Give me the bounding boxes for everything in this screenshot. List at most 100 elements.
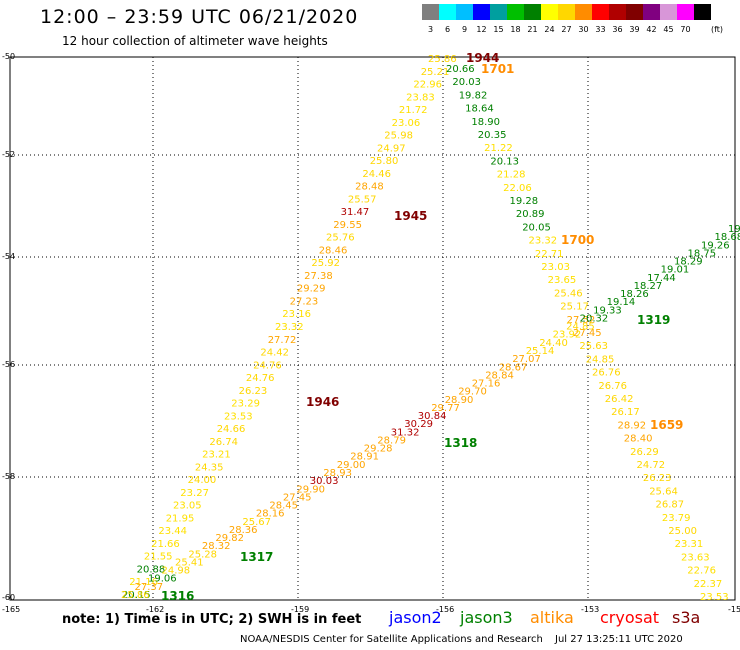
track-value-label: 25.28 — [188, 549, 217, 560]
track-value-label: 23.53 — [700, 592, 729, 603]
track-value-label: 26.17 — [611, 407, 640, 418]
legend-swatch — [422, 4, 439, 20]
legend-swatch — [456, 4, 473, 20]
track-value-label: 20.66 — [446, 64, 475, 75]
longitude-tick-label: -156 — [436, 605, 454, 614]
track-value-label: 27.72 — [268, 335, 297, 346]
legend-swatch — [558, 4, 575, 20]
track-value-label: 19.14 — [607, 297, 636, 308]
legend-label: 45 — [663, 25, 674, 34]
track-value-label: 19.28 — [510, 196, 539, 207]
track-value-label: 19.33 — [593, 305, 622, 316]
track-value-label: 25.63 — [579, 341, 608, 352]
satellite-name-altika: altika — [530, 608, 574, 627]
longitude-tick-label: -153 — [581, 605, 599, 614]
track-value-label: 26.76 — [592, 368, 621, 379]
track-value-label: 25.64 — [649, 486, 678, 497]
pass-time-label: 1316 — [161, 589, 194, 603]
latitude-tick-label: -56 — [2, 360, 15, 369]
pass-time-label: 1701 — [481, 62, 514, 76]
legend-swatch — [507, 4, 524, 20]
latitude-tick-label: -50 — [2, 52, 15, 61]
legend-label: 70 — [680, 25, 691, 34]
pass-time-label: 1317 — [240, 550, 273, 564]
track-value-label: 27.23 — [290, 297, 319, 308]
track-value-label: 22.71 — [535, 249, 564, 260]
track-value-label: 26.76 — [598, 381, 627, 392]
track-value-label: 21.66 — [151, 539, 180, 550]
track-value-label: 25.86 — [121, 590, 150, 601]
legend-unit: (ft) — [710, 25, 724, 34]
track-value-label: 21.16 — [129, 577, 158, 588]
track-value-label: 19.26 — [701, 240, 730, 251]
track-value-label: 24.66 — [217, 424, 246, 435]
legend-label: 27 — [561, 25, 572, 34]
track-value-label: 23.06 — [392, 118, 421, 129]
longitude-tick-label: -150 — [728, 605, 740, 614]
track-value-label: 24.46 — [362, 169, 391, 180]
track-value-label: 28.48 — [355, 182, 384, 193]
track-value-label: 25.86 — [428, 54, 457, 65]
track-value-label: 25.80 — [370, 156, 399, 167]
track-value-label: 24.85 — [586, 354, 615, 365]
satellite-name-jason2: jason2 — [389, 608, 442, 627]
map-frame — [9, 56, 736, 601]
pass-time-label: 1318 — [444, 436, 477, 450]
track-value-label: 19.0 — [728, 224, 740, 235]
track-value-label: 26.23 — [239, 386, 268, 397]
legend-swatch — [575, 4, 592, 20]
track-value-label: 24.72 — [637, 460, 666, 471]
track-value-label: 25.41 — [175, 558, 204, 569]
track-value-label: 29.70 — [458, 387, 487, 398]
track-value-label: 20.89 — [516, 209, 545, 220]
legend-label: 6 — [444, 25, 451, 34]
track-value-label: 23.32 — [529, 236, 558, 247]
legend-label: 9 — [461, 25, 468, 34]
track-value-label: 22.37 — [694, 579, 723, 590]
legend-swatch — [592, 4, 609, 20]
track-value-label: 28.84 — [485, 370, 514, 381]
track-value-label: 28.91 — [350, 452, 379, 463]
track-value-label: 28.32 — [202, 541, 231, 552]
track-value-label: 24.76 — [246, 373, 275, 384]
track-value-label: 27.38 — [304, 271, 333, 282]
page-title: 12:00 – 23:59 UTC 06/21/2020 — [40, 6, 359, 28]
track-value-label: 30.84 — [418, 411, 447, 422]
track-value-label: 29.29 — [297, 284, 326, 295]
legend-label: 39 — [629, 25, 640, 34]
track-value-label: 23.92 — [553, 330, 582, 341]
longitude-tick-label: -159 — [291, 605, 309, 614]
track-value-label: 20.32 — [580, 314, 609, 325]
track-value-label: 28.46 — [319, 245, 348, 256]
track-value-label: 23.27 — [180, 488, 209, 499]
track-value-label: 24.85 — [566, 322, 595, 333]
track-value-label: 23.53 — [224, 411, 253, 422]
track-value-label: 20.35 — [478, 130, 507, 141]
longitude-tick-label: -162 — [146, 605, 164, 614]
latitude-tick-label: -54 — [2, 252, 15, 261]
track-value-label: 20.88 — [137, 565, 166, 576]
track-value-label: 23.03 — [541, 262, 570, 273]
track-value-label: 29.55 — [333, 220, 362, 231]
track-value-label: 29.00 — [337, 460, 366, 471]
legend-label: 42 — [646, 25, 657, 34]
legend-label: 21 — [527, 25, 538, 34]
legend-swatch — [541, 4, 558, 20]
satellite-name-s3a: s3a — [672, 608, 701, 627]
track-value-label: 25.46 — [554, 288, 583, 299]
legend-swatch — [473, 4, 490, 20]
pass-time-label: 1319 — [637, 313, 670, 327]
track-value-label: 21.22 — [484, 143, 513, 154]
pass-time-label: 1946 — [306, 395, 339, 409]
track-value-label: 18.68 — [715, 232, 740, 243]
track-value-label: 25.76 — [326, 233, 355, 244]
track-value-label: 31.32 — [391, 427, 420, 438]
track-value-label: 28.92 — [618, 420, 647, 431]
track-value-label: 18.26 — [620, 289, 649, 300]
legend-swatch — [490, 4, 507, 20]
satellite-name-jason3: jason3 — [460, 608, 513, 627]
track-value-label: 23.65 — [548, 275, 577, 286]
track-value-label: 26.23 — [643, 473, 672, 484]
track-value-label: 30.03 — [310, 476, 339, 487]
